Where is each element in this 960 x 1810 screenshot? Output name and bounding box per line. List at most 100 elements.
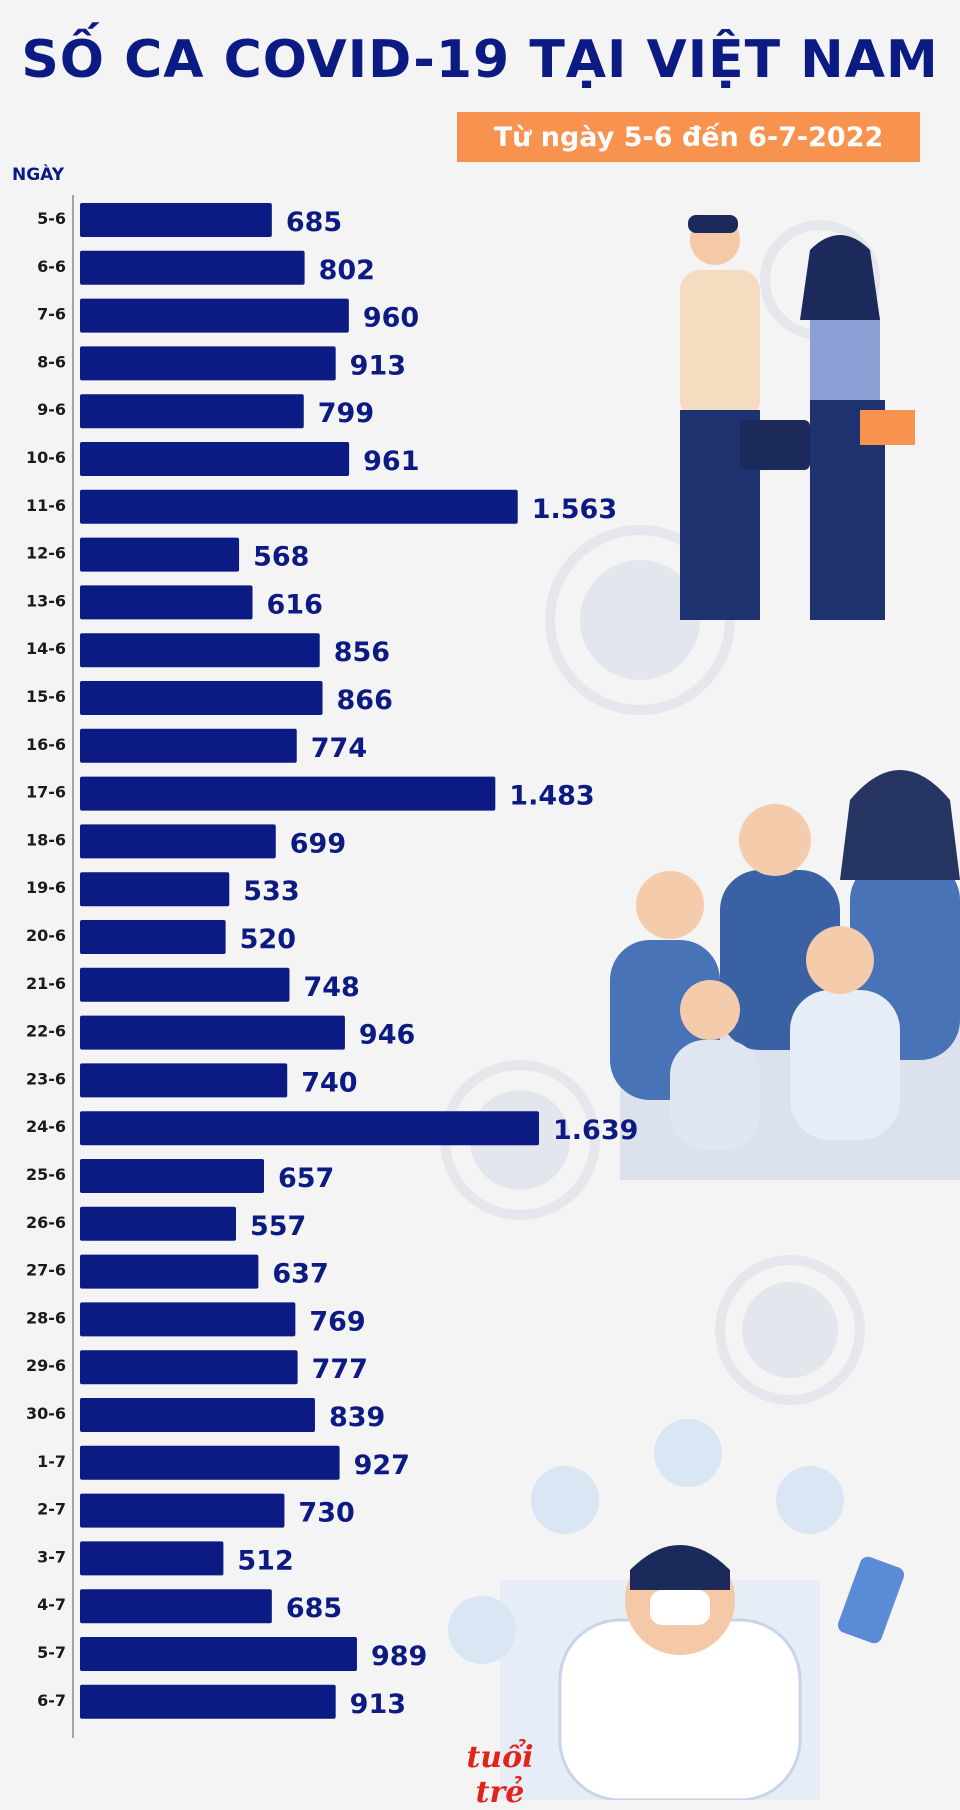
bar	[80, 872, 230, 907]
category-label: 3-7	[37, 1547, 66, 1566]
value-label: 989	[371, 1641, 427, 1672]
bar	[80, 1254, 259, 1289]
category-label: 5-7	[37, 1643, 66, 1662]
bar	[80, 1637, 357, 1671]
value-label: 839	[329, 1402, 385, 1433]
value-label: 637	[272, 1259, 328, 1290]
bar	[80, 1541, 224, 1576]
bar	[80, 920, 226, 954]
value-label: 557	[250, 1211, 306, 1242]
value-label: 616	[267, 589, 323, 620]
value-label: 512	[237, 1545, 293, 1576]
value-label: 699	[290, 828, 346, 859]
category-label: 14-6	[26, 639, 66, 658]
value-label: 799	[318, 398, 374, 429]
couple-illustration	[680, 215, 915, 620]
crowd-illustration	[610, 770, 960, 1180]
bar	[80, 298, 349, 333]
subtitle-banner: Từ ngày 5-6 đến 6-7-2022	[457, 112, 920, 162]
category-label: 18-6	[26, 830, 66, 849]
category-label: 15-6	[26, 687, 66, 706]
value-label: 961	[363, 446, 419, 477]
bar	[80, 585, 253, 620]
category-label: 6-6	[37, 257, 66, 276]
category-label: 19-6	[26, 878, 66, 897]
bar	[80, 489, 518, 524]
value-label: 802	[319, 255, 375, 286]
category-label: 21-6	[26, 974, 66, 993]
bar	[80, 203, 272, 237]
bar	[80, 1302, 296, 1337]
value-label: 866	[337, 685, 393, 716]
category-label: 10-6	[26, 448, 66, 467]
category-label: 5-6	[37, 209, 66, 228]
bar	[80, 824, 276, 859]
value-label: 913	[350, 1689, 406, 1720]
page-title: SỐ CA COVID-19 TẠI VIỆT NAM	[21, 30, 939, 90]
bar	[80, 394, 304, 429]
value-label: 730	[298, 1498, 354, 1529]
category-label: 27-6	[26, 1261, 66, 1280]
value-label: 685	[286, 1593, 342, 1624]
bar	[80, 250, 305, 285]
category-label: 20-6	[26, 926, 66, 945]
bar	[80, 1445, 340, 1480]
category-label: 9-6	[37, 400, 66, 419]
value-label: 685	[286, 207, 342, 238]
category-label: 16-6	[26, 735, 66, 754]
category-label: 17-6	[26, 783, 66, 802]
subtitle: Từ ngày 5-6 đến 6-7-2022	[493, 121, 884, 153]
category-label: 23-6	[26, 1069, 66, 1088]
value-label: 1.563	[532, 494, 617, 525]
bar	[80, 442, 350, 476]
value-label: 769	[309, 1306, 365, 1337]
value-label: 856	[334, 637, 390, 668]
bar	[80, 1684, 336, 1719]
bar	[80, 1589, 272, 1624]
category-label: 11-6	[26, 496, 66, 515]
value-label: 740	[301, 1067, 357, 1098]
category-label: 29-6	[26, 1356, 66, 1375]
category-label: 8-6	[37, 352, 66, 371]
bar	[80, 346, 336, 381]
bar	[80, 1063, 288, 1098]
value-label: 913	[350, 350, 406, 381]
value-label: 748	[303, 972, 359, 1003]
bar	[80, 633, 320, 668]
bar	[80, 537, 240, 572]
bar	[80, 776, 496, 811]
category-label: 13-6	[26, 591, 66, 610]
value-label: 657	[278, 1163, 334, 1194]
bar	[80, 967, 290, 1002]
category-label: 12-6	[26, 544, 66, 563]
category-label: 28-6	[26, 1308, 66, 1327]
category-label: 24-6	[26, 1117, 66, 1136]
bar	[80, 1111, 539, 1146]
bar	[80, 681, 323, 715]
y-axis-label: NGÀY	[12, 165, 65, 185]
bars-group: 5-6 685 6-6 802 7-6 960 8-6 913 9-6 799 10-6 961 11-…	[26, 203, 638, 1720]
category-label: 2-7	[37, 1500, 66, 1519]
bar	[80, 1206, 236, 1241]
category-label: 1-7	[37, 1452, 66, 1471]
value-label: 520	[240, 924, 296, 955]
value-label: 927	[354, 1450, 410, 1481]
category-label: 22-6	[26, 1022, 66, 1041]
value-label: 777	[312, 1354, 368, 1385]
bar	[80, 1398, 315, 1432]
value-label: 960	[363, 303, 419, 334]
bar	[80, 1159, 264, 1193]
category-label: 30-6	[26, 1404, 66, 1423]
value-label: 1.639	[553, 1115, 638, 1146]
value-label: 774	[311, 733, 367, 764]
bar	[80, 1493, 285, 1528]
category-label: 4-7	[37, 1595, 66, 1614]
value-label: 533	[243, 876, 299, 907]
bar	[80, 1350, 298, 1385]
category-label: 7-6	[37, 305, 66, 324]
category-label: 26-6	[26, 1213, 66, 1232]
category-label: 6-7	[37, 1691, 66, 1710]
category-label: 25-6	[26, 1165, 66, 1184]
